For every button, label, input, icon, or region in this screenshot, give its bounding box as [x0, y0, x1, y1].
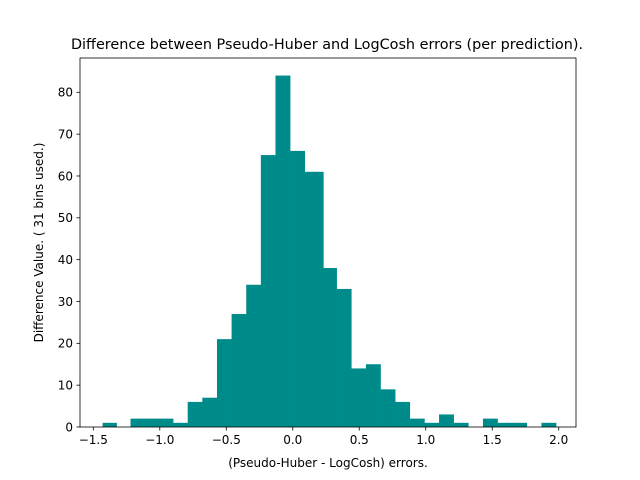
- histogram-bar: [512, 422, 528, 427]
- histogram-bar: [145, 418, 161, 427]
- y-tick-label: 50: [58, 211, 73, 225]
- x-tick-label: 1.5: [483, 433, 502, 447]
- histogram-bar: [130, 418, 146, 427]
- y-tick-label: 40: [58, 253, 73, 267]
- x-tick-label: −1.0: [145, 433, 174, 447]
- chart-title: Difference between Pseudo-Huber and LogC…: [71, 37, 583, 53]
- x-axis-label: (Pseudo-Huber - LogCosh) errors.: [228, 456, 428, 470]
- histogram-bar: [497, 422, 513, 427]
- bars-group: [102, 75, 557, 427]
- histogram-bar: [365, 364, 381, 427]
- y-tick-label: 70: [58, 127, 73, 141]
- y-tick-label: 60: [58, 169, 73, 183]
- histogram-bar: [453, 422, 469, 427]
- y-tick-label: 0: [65, 420, 73, 434]
- histogram-bar: [260, 155, 276, 427]
- y-tick-label: 80: [58, 86, 73, 100]
- histogram-bar: [351, 368, 367, 427]
- x-tick-label: 1.0: [416, 433, 435, 447]
- histogram-bar: [424, 422, 440, 427]
- histogram-bar: [173, 422, 189, 427]
- histogram-bar: [246, 284, 262, 427]
- histogram-bar: [202, 397, 218, 427]
- histogram-bar: [304, 171, 324, 427]
- y-axis-ticks: 0 10 20 30 40 50 60 70 80: [58, 86, 80, 434]
- x-tick-label: 0.0: [283, 433, 302, 447]
- y-axis-label: Difference Value. ( 31 bins used.): [32, 143, 46, 343]
- histogram-bar: [275, 75, 291, 427]
- x-tick-label: −0.5: [212, 433, 241, 447]
- x-axis-ticks: −1.5 −1.0 −0.5 0.0 0.5 1.0 1.5 2.0: [79, 427, 568, 447]
- y-tick-label: 20: [58, 337, 73, 351]
- histogram-bar: [482, 418, 498, 427]
- histogram-bar: [102, 422, 117, 427]
- plot-frame: [79, 57, 577, 428]
- histogram-bar: [290, 150, 306, 427]
- x-tick-label: 2.0: [549, 433, 568, 447]
- histogram-bar: [336, 288, 352, 427]
- histogram-bar: [380, 389, 396, 427]
- x-tick-label: −1.5: [79, 433, 108, 447]
- histogram-bar: [409, 418, 425, 427]
- histogram-bar: [216, 339, 232, 427]
- histogram-bar: [541, 422, 557, 427]
- y-tick-label: 30: [58, 295, 73, 309]
- histogram-bar: [231, 314, 247, 427]
- histogram-bar: [159, 418, 174, 427]
- histogram-bar: [395, 401, 411, 427]
- x-tick-label: 0.5: [350, 433, 369, 447]
- y-tick-label: 10: [58, 378, 73, 392]
- histogram-bar: [323, 268, 337, 427]
- histogram-bar: [439, 414, 454, 427]
- histogram-bar: [187, 401, 203, 427]
